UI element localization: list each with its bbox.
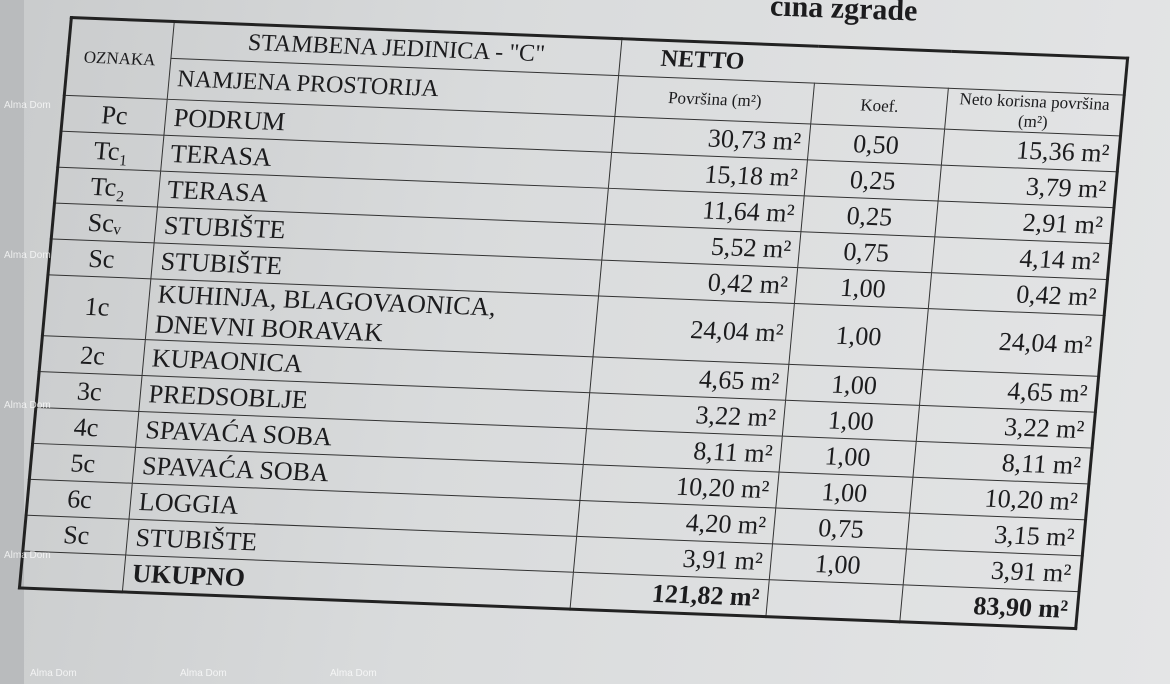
cell-oznaka: 5c (29, 443, 136, 484)
watermark: Alma Dom (30, 668, 77, 679)
cell-oznaka: Sc (47, 238, 154, 279)
area-table: OZNAKA STAMBENA JEDINICA - "C" NETTO NAM… (17, 16, 1130, 631)
cell-oznaka: 3c (35, 371, 142, 412)
cell-oznaka: Pc (61, 95, 168, 136)
cell-koef: 0,25 (801, 195, 938, 237)
watermark: Alma Dom (180, 668, 227, 679)
cell-koef: 0,75 (772, 507, 910, 549)
total-povrsina: 121,82 m² (570, 572, 770, 617)
cell-oznaka: Tc₁ (57, 131, 164, 172)
header-neto: Neto korisna površina (m²) (944, 88, 1125, 136)
cell-neto: 24,04 m² (922, 308, 1105, 377)
cell-koef: 0,25 (804, 159, 941, 201)
total-neto: 83,90 m² (899, 584, 1080, 629)
cell-oznaka: Tc₂ (54, 167, 161, 207)
cell-koef: 1,00 (794, 267, 932, 309)
cell-koef: 1,00 (769, 543, 907, 585)
cell-koef: 0,50 (807, 124, 945, 166)
cell-oznaka: Scᵥ (51, 203, 158, 243)
cell-povrsina: 24,04 m² (593, 295, 795, 365)
cell-oznaka: 4c (32, 407, 139, 448)
watermark: Alma Dom (4, 400, 51, 411)
watermark: Alma Dom (4, 550, 51, 561)
watermark: Alma Dom (4, 250, 51, 261)
cell-koef: 1,00 (785, 364, 923, 406)
cell-koef: 0,75 (797, 231, 935, 273)
cell-oznaka: 6c (26, 479, 133, 520)
page-edge (0, 0, 24, 684)
area-table-wrapper: OZNAKA STAMBENA JEDINICA - "C" NETTO NAM… (17, 16, 1130, 631)
cell-oznaka: 2c (39, 335, 146, 376)
cell-koef: 1,00 (779, 436, 916, 478)
cell-koef: 1,00 (776, 472, 913, 514)
watermark: Alma Dom (330, 668, 377, 679)
total-empty-cell (766, 579, 903, 622)
cell-koef: 1,00 (789, 303, 928, 370)
header-koef: Koef. (811, 83, 948, 130)
cell-koef: 1,00 (782, 400, 920, 442)
watermark: Alma Dom (4, 100, 51, 111)
cell-oznaka: 1c (42, 274, 151, 340)
header-oznaka: OZNAKA (64, 17, 175, 100)
